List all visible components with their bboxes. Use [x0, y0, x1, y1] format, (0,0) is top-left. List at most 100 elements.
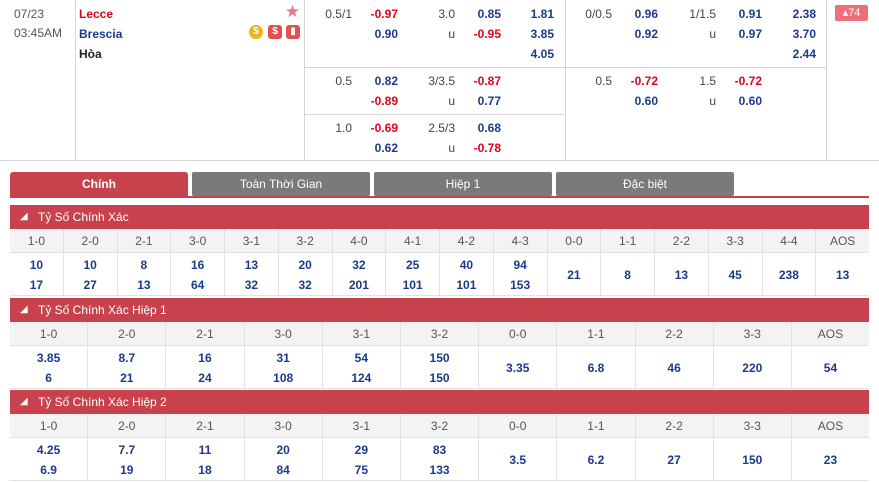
score-odds[interactable]: 7.7	[118, 442, 136, 457]
score-odds[interactable]: 6.8	[587, 360, 605, 375]
star-icon[interactable]: ★	[284, 2, 301, 21]
score-odds[interactable]: 29	[354, 442, 369, 457]
h1-handicap-away-odds[interactable]: 0.60	[634, 94, 658, 108]
handicap-home-odds[interactable]: 0.82	[374, 74, 398, 88]
score-odds[interactable]: 19	[120, 462, 134, 477]
score-odds[interactable]: 20	[298, 257, 312, 272]
score-odds[interactable]: 13	[244, 257, 259, 272]
h1-1x2-home-odds[interactable]: 2.38	[792, 7, 816, 21]
score-odds[interactable]: 238	[778, 267, 799, 282]
score-odds[interactable]: 16	[190, 257, 205, 272]
h1-handicap-away-odds[interactable]: 0.92	[634, 27, 658, 41]
score-odds[interactable]: 8.7	[118, 350, 136, 365]
under-odds[interactable]: -0.78	[473, 141, 501, 155]
score-odds[interactable]: 32	[244, 277, 259, 292]
score-odds[interactable]: 24	[198, 370, 212, 385]
score-odds[interactable]: 6	[45, 370, 52, 385]
more-markets-badge[interactable]: ▴74	[835, 5, 868, 21]
score-odds[interactable]: 18	[198, 462, 212, 477]
score-odds[interactable]: 201	[348, 277, 369, 292]
score-odds[interactable]: 220	[742, 360, 763, 375]
h1-handicap-home-odds[interactable]: -0.72	[630, 74, 658, 88]
score-odds[interactable]: 150	[429, 350, 450, 365]
away-team[interactable]: Brescia	[79, 27, 123, 41]
score-odds[interactable]: 25	[405, 257, 420, 272]
score-odds[interactable]: 13	[137, 277, 151, 292]
score-odds[interactable]: 10	[83, 257, 97, 272]
section-correct-score-h1-header[interactable]: ◢ Tỷ Số Chính Xác Hiệp 1	[10, 298, 869, 322]
score-odds[interactable]: 54	[823, 360, 838, 375]
score-odds[interactable]: 32	[298, 277, 312, 292]
score-odds[interactable]: 13	[835, 267, 850, 282]
score-odds[interactable]: 101	[456, 277, 477, 292]
score-odds[interactable]: 153	[510, 277, 531, 292]
h1-over-odds[interactable]: 0.91	[738, 7, 762, 21]
over-odds[interactable]: 0.85	[477, 7, 501, 21]
score-odds[interactable]: 17	[29, 277, 44, 292]
h1-handicap-home-odds[interactable]: 0.96	[634, 7, 658, 21]
score-odds[interactable]: 46	[667, 360, 681, 375]
score-odds[interactable]: 84	[276, 462, 290, 477]
score-odds[interactable]: 3.35	[506, 360, 530, 375]
tab-full-time[interactable]: Toàn Thời Gian	[192, 172, 370, 196]
score-odds[interactable]: 83	[432, 442, 447, 457]
score-odds[interactable]: 20	[276, 442, 290, 457]
score-odds[interactable]: 75	[354, 462, 369, 477]
score-odds[interactable]: 133	[429, 462, 450, 477]
score-odds[interactable]: 8	[140, 257, 148, 272]
score-odds[interactable]: 150	[429, 370, 450, 385]
h1-under-odds[interactable]: 0.97	[738, 27, 762, 41]
score-odds[interactable]: 150	[742, 452, 763, 467]
dollar-icon[interactable]: $	[268, 25, 282, 39]
under-odds[interactable]: -0.95	[473, 27, 501, 41]
handicap-home-odds[interactable]: -0.97	[370, 7, 398, 21]
score-odds[interactable]: 101	[402, 277, 423, 292]
score-odds[interactable]: 6.9	[40, 462, 57, 477]
score-odds[interactable]: 32	[352, 257, 366, 272]
h1-over-odds[interactable]: -0.72	[734, 74, 762, 88]
h1-under-odds[interactable]: 0.60	[738, 94, 762, 108]
1x2-draw-odds[interactable]: 4.05	[530, 47, 554, 61]
score-odds[interactable]: 13	[674, 267, 689, 282]
home-team[interactable]: Lecce	[79, 7, 114, 21]
h1-1x2-away-odds[interactable]: 3.70	[792, 27, 816, 41]
1x2-away-odds[interactable]: 3.85	[530, 27, 554, 41]
score-odds[interactable]: 27	[83, 277, 97, 292]
chart-icon[interactable]: ▮	[286, 25, 300, 39]
score-odds[interactable]: 23	[823, 452, 838, 467]
handicap-away-odds[interactable]: 0.62	[374, 141, 398, 155]
score-odds[interactable]: 8	[624, 267, 631, 282]
score-odds[interactable]: 3.5	[509, 452, 527, 467]
score-odds[interactable]: 108	[273, 370, 294, 385]
score-odds[interactable]: 6.2	[587, 452, 605, 467]
score-odds[interactable]: 16	[198, 350, 212, 365]
coin-icon[interactable]: $	[249, 25, 263, 39]
score-odds[interactable]: 54	[354, 350, 369, 365]
handicap-away-odds[interactable]: -0.89	[370, 94, 398, 108]
1x2-home-odds[interactable]: 1.81	[530, 7, 554, 21]
h1-1x2-draw-odds[interactable]: 2.44	[792, 47, 816, 61]
section-correct-score-header[interactable]: ◢ Tỷ Số Chính Xác	[10, 205, 869, 229]
score-odds[interactable]: 3.85	[36, 350, 61, 365]
score-odds[interactable]: 45	[728, 267, 742, 282]
handicap-away-odds[interactable]: 0.90	[374, 27, 398, 41]
score-odds[interactable]: 64	[190, 277, 205, 292]
score-odds[interactable]: 21	[567, 267, 581, 282]
score-odds[interactable]: 31	[276, 350, 290, 365]
under-odds[interactable]: 0.77	[477, 94, 501, 108]
over-odds[interactable]: -0.87	[473, 74, 501, 88]
score-odds[interactable]: 40	[459, 257, 474, 272]
tab-special[interactable]: Đặc biệt	[556, 172, 734, 196]
score-odds[interactable]: 11	[198, 442, 212, 457]
tab-first-half[interactable]: Hiệp 1	[374, 172, 552, 196]
tab-main[interactable]: Chính	[10, 172, 188, 196]
score-odds[interactable]: 124	[351, 370, 372, 385]
score-odds[interactable]: 4.25	[36, 442, 61, 457]
score-odds[interactable]: 10	[29, 257, 44, 272]
section-correct-score-h2-header[interactable]: ◢ Tỷ Số Chính Xác Hiệp 2	[10, 390, 869, 414]
handicap-home-odds[interactable]: -0.69	[370, 121, 398, 135]
over-odds[interactable]: 0.68	[477, 121, 501, 135]
score-odds[interactable]: 27	[667, 452, 681, 467]
score-odds[interactable]: 21	[120, 370, 134, 385]
score-odds[interactable]: 94	[513, 257, 527, 272]
